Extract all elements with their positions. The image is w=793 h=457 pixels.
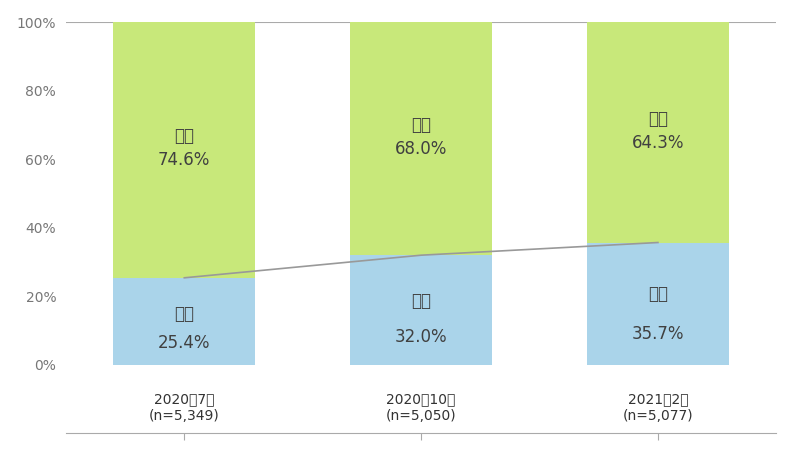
Text: ある: ある (174, 305, 194, 324)
Text: (n=5,077): (n=5,077) (623, 409, 693, 423)
Text: ない: ない (648, 110, 668, 128)
Bar (350, 22, 492, 255)
Text: 2020年10月: 2020年10月 (386, 392, 456, 406)
Text: 2020年7月: 2020年7月 (154, 392, 215, 406)
Text: 64.3%: 64.3% (632, 133, 684, 152)
Text: 25.4%: 25.4% (158, 334, 211, 352)
Text: 2021年2月: 2021年2月 (627, 392, 688, 406)
Text: ある: ある (648, 285, 668, 303)
Text: ある: ある (411, 292, 431, 310)
Bar (113, 22, 255, 278)
Bar (350, 255, 492, 365)
Text: ない: ない (174, 128, 194, 145)
Text: (n=5,349): (n=5,349) (149, 409, 220, 423)
Text: 74.6%: 74.6% (158, 151, 210, 169)
Bar (587, 22, 729, 243)
Bar (587, 243, 729, 365)
Text: 35.7%: 35.7% (632, 325, 684, 343)
Text: 68.0%: 68.0% (395, 140, 447, 158)
Text: (n=5,050): (n=5,050) (386, 409, 457, 423)
Bar (113, 278, 255, 365)
Text: 32.0%: 32.0% (395, 329, 447, 346)
Text: ない: ない (411, 116, 431, 134)
